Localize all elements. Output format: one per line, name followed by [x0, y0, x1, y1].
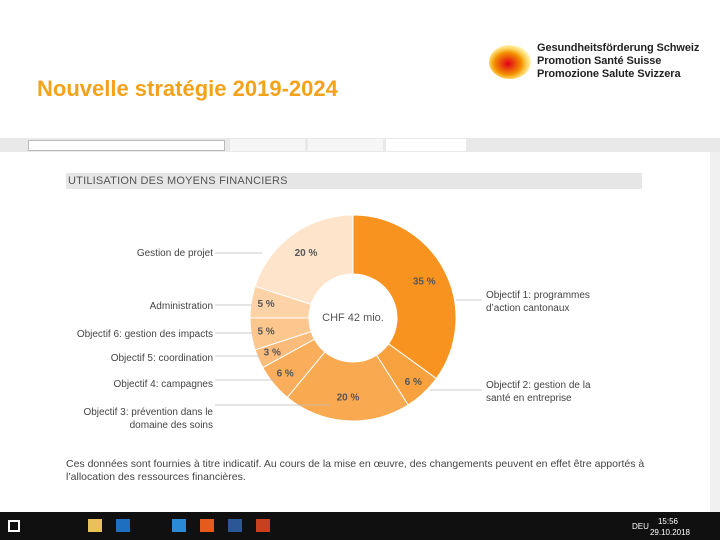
category-label: Objectif 2: gestion de la santé en entre…	[486, 380, 591, 404]
slice	[286, 351, 409, 422]
app-icon[interactable]	[88, 519, 102, 532]
value-label: 6 %	[277, 369, 294, 380]
center-label: CHF 42 mio.	[322, 312, 384, 324]
tab[interactable]	[308, 139, 383, 151]
value-label: 5 %	[257, 299, 274, 310]
category-label: Objectif 6: gestion des impacts	[76, 329, 213, 340]
logo-text: Promotion Santé Suisse	[537, 55, 662, 67]
slice	[254, 214, 354, 306]
screenshot	[0, 152, 710, 512]
address-bar[interactable]	[28, 140, 225, 151]
logo-text: Promozione Salute Svizzera	[537, 68, 681, 80]
app-icon[interactable]	[256, 519, 270, 532]
category-label: Objectif 3: prévention dans le domaine d…	[83, 407, 213, 431]
date: 29.10.2018	[649, 528, 690, 537]
note: Ces données sont fournies à titre indica…	[66, 458, 645, 483]
slice	[352, 214, 457, 380]
app-icon[interactable]	[116, 519, 130, 532]
value-label: 5 %	[257, 326, 274, 337]
category-label: Objectif 1: programmes d’action cantonau…	[486, 290, 590, 314]
category-label: Objectif 5: coordination	[110, 353, 213, 364]
value-label: 20 %	[337, 392, 360, 403]
logo-text: Gesundheitsförderung Schweiz	[537, 42, 700, 54]
value-label: 3 %	[264, 348, 281, 359]
scrollbar[interactable]	[710, 152, 720, 512]
value-label: 35 %	[413, 276, 436, 287]
value-label: 6 %	[405, 377, 422, 388]
logo-mark	[489, 45, 531, 79]
slide-title: Nouvelle stratégie 2019-2024	[37, 76, 338, 101]
value-label: 20 %	[295, 248, 318, 259]
language[interactable]: DEU	[632, 522, 649, 531]
category-label: Administration	[149, 301, 213, 312]
time: 15:56	[657, 517, 678, 526]
app-icon[interactable]	[172, 519, 186, 532]
start-button[interactable]	[8, 520, 20, 532]
category-label: Gestion de projet	[136, 248, 213, 259]
app-icon[interactable]	[228, 519, 242, 532]
app-icon[interactable]	[200, 519, 214, 532]
browser-bar	[0, 138, 720, 153]
taskbar	[0, 512, 720, 540]
tab[interactable]	[386, 139, 466, 151]
category-label: Objectif 4: campagnes	[113, 379, 214, 390]
tab[interactable]	[230, 139, 305, 151]
chart-title: UTILISATION DES MOYENS FINANCIERS	[66, 173, 642, 189]
